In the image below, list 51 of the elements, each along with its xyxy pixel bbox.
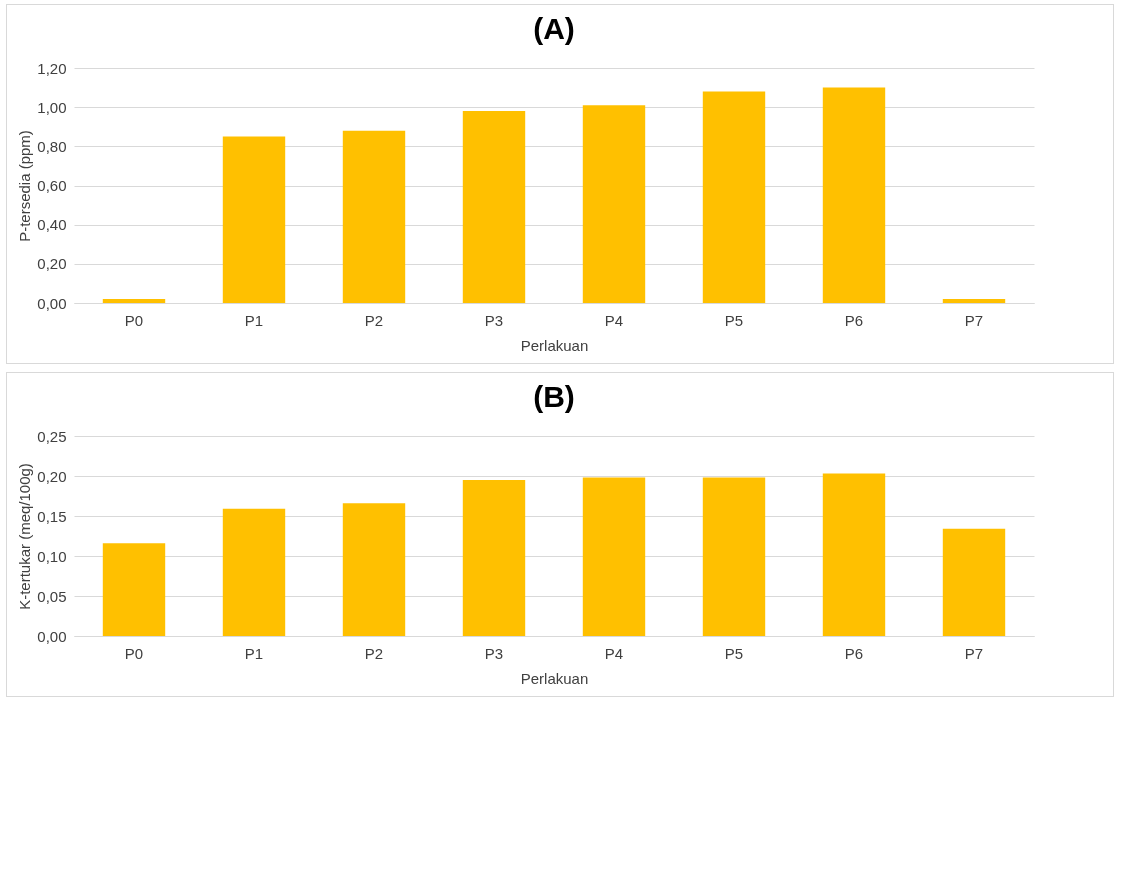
x-axis-title: Perlakuan — [520, 669, 589, 687]
bar — [582, 105, 646, 303]
x-tick-label: P7 — [964, 311, 984, 329]
x-tick-label: P3 — [484, 311, 504, 329]
y-tick-label: 0,20 — [37, 255, 67, 273]
y-tick-label: 1,20 — [37, 59, 67, 77]
y-tick-label: 0,05 — [37, 587, 67, 605]
bar — [462, 111, 526, 303]
y-tick-label: 1,00 — [37, 98, 67, 116]
x-tick-label: P5 — [724, 644, 744, 662]
x-tick-label: P6 — [844, 311, 864, 329]
y-axis-title: P-tersedia (ppm) — [16, 130, 34, 242]
bar — [582, 477, 646, 636]
bar — [462, 480, 526, 636]
bar — [942, 299, 1006, 303]
x-tick-label: P0 — [124, 311, 144, 329]
x-tick-label: P0 — [124, 644, 144, 662]
bar — [222, 136, 286, 303]
y-tick-label: 0,25 — [37, 427, 67, 445]
chart-title: (B) — [533, 380, 575, 413]
bar — [942, 528, 1006, 636]
x-tick-label: P1 — [244, 644, 264, 662]
x-tick-label: P5 — [724, 311, 744, 329]
bar — [702, 477, 766, 636]
x-tick-label: P7 — [964, 644, 984, 662]
bar — [822, 87, 886, 303]
y-tick-label: 0,20 — [37, 467, 67, 485]
bar — [702, 91, 766, 303]
x-tick-label: P2 — [364, 311, 384, 329]
bar — [342, 503, 406, 636]
y-tick-label: 0,00 — [37, 294, 67, 312]
y-tick-label: 0,00 — [37, 627, 67, 645]
x-tick-label: P3 — [484, 644, 504, 662]
y-tick-label: 0,80 — [37, 137, 67, 155]
x-tick-label: P6 — [844, 644, 864, 662]
chart-title: (A) — [533, 12, 575, 45]
y-tick-label: 0,60 — [37, 177, 67, 194]
bar — [222, 508, 286, 636]
y-tick-label: 0,15 — [37, 507, 67, 525]
x-tick-label: P1 — [244, 311, 264, 329]
x-axis-title: Perlakuan — [520, 336, 589, 354]
y-tick-label: 0,10 — [37, 547, 67, 565]
x-tick-label: P4 — [604, 644, 624, 662]
bar — [102, 299, 166, 303]
y-axis-title: K-tertukar (meq/100g) — [16, 463, 34, 610]
bar — [822, 473, 886, 636]
bar — [102, 543, 166, 636]
x-tick-label: P4 — [604, 311, 624, 329]
y-tick-label: 0,40 — [37, 216, 67, 234]
bar — [342, 130, 406, 303]
x-tick-label: P2 — [364, 644, 384, 662]
